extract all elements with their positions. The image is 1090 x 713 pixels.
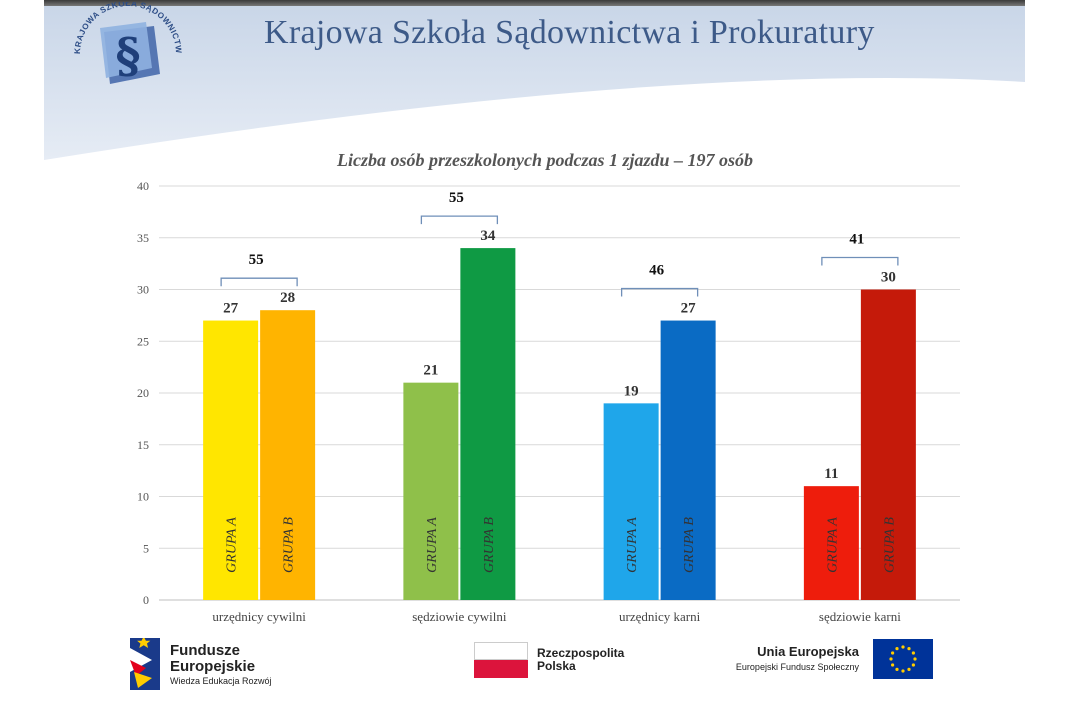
x-tick-label: urzędnicy cywilni: [212, 609, 306, 624]
bar-series-label: GRUPA A: [825, 517, 840, 573]
x-tick-label: sędziowie cywilni: [412, 609, 507, 624]
data-label: 27: [223, 301, 239, 317]
fundusze-europejskie-icon: [130, 638, 160, 690]
footer-logos: Fundusze Europejskie Wiedza Edukacja Roz…: [44, 625, 1025, 713]
ue-line-2: Europejski Fundusz Społeczny: [735, 662, 859, 672]
x-tick-label: urzędnicy karni: [619, 609, 701, 624]
data-label: 27: [681, 301, 697, 317]
rp-line-2: Polska: [537, 659, 576, 673]
bar: [403, 382, 459, 600]
eu-star: [907, 647, 911, 651]
y-tick-label: 15: [137, 438, 149, 452]
kssip-logo: KRAJOWA SZKOŁA SĄDOWNICTWA I PROKURATURY…: [66, 2, 183, 84]
y-tick-label: 30: [137, 283, 149, 297]
bar-series-label: GRUPA B: [882, 517, 897, 573]
group-total-label: 55: [249, 252, 264, 268]
bar: [603, 403, 659, 600]
bar-chart: Liczba osób przeszkolonych podczas 1 zja…: [137, 150, 960, 624]
eu-star: [911, 663, 915, 667]
chart-title: Liczba osób przeszkolonych podczas 1 zja…: [336, 150, 753, 170]
eu-star: [911, 651, 915, 655]
rp-line-1: Rzeczpospolita: [537, 646, 625, 660]
data-label: 21: [423, 363, 438, 379]
eu-star: [913, 657, 917, 661]
eu-star: [891, 663, 895, 667]
x-tick-label: sędziowie karni: [819, 609, 901, 624]
header-band: [44, 6, 1025, 160]
chart-bars: [203, 215, 916, 600]
eu-star: [891, 651, 895, 655]
group-bracket: [821, 256, 899, 266]
bar: [460, 248, 516, 600]
group-bracket: [220, 277, 298, 287]
bar-series-label: GRUPA B: [682, 517, 697, 573]
fe-line-1: Fundusze: [170, 642, 240, 659]
fe-line-2: Europejskie: [170, 658, 256, 675]
y-tick-label: 40: [137, 179, 149, 193]
eu-star: [889, 657, 893, 661]
bar-series-label: GRUPA B: [482, 517, 497, 573]
bar: [660, 320, 716, 600]
data-label: 11: [824, 466, 838, 482]
data-label: 19: [624, 383, 639, 399]
bar: [803, 486, 859, 600]
slide: KRAJOWA SZKOŁA SĄDOWNICTWA I PROKURATURY…: [44, 0, 1025, 713]
bar-series-label: GRUPA A: [625, 517, 640, 573]
group-bracket: [620, 287, 699, 297]
ue-line-1: Unia Europejska: [757, 644, 859, 659]
y-tick-label: 5: [143, 541, 149, 555]
y-tick-label: 20: [137, 386, 149, 400]
y-tick-label: 10: [137, 490, 149, 504]
group-bracket: [420, 215, 499, 225]
window-top-bar: [44, 0, 1025, 6]
group-total-label: 41: [849, 232, 864, 248]
bar-series-label: GRUPA B: [282, 517, 297, 573]
data-label: 28: [280, 290, 295, 306]
fe-line-3: Wiedza Edukacja Rozwój: [170, 676, 272, 686]
bar-series-label: GRUPA A: [425, 517, 440, 573]
eu-star: [901, 669, 905, 673]
y-tick-label: 35: [137, 231, 149, 245]
data-label: 30: [881, 270, 896, 286]
chart-labels: 0 5 10 15 20 25 30 35 40 urzędnicy cywilni 27 GRUPA…: [137, 179, 901, 624]
y-tick-label: 25: [137, 334, 149, 348]
y-tick-label: 0: [143, 593, 149, 607]
eu-star: [907, 667, 911, 671]
data-label: 34: [480, 228, 496, 244]
eu-flag-icon: [873, 639, 933, 679]
group-total-label: 55: [449, 190, 464, 206]
bar: [860, 289, 916, 600]
bar-series-label: GRUPA A: [225, 517, 240, 573]
bar: [260, 310, 316, 600]
bar: [203, 320, 259, 600]
group-total-label: 46: [649, 263, 665, 279]
eu-star: [895, 647, 899, 651]
page-title: Krajowa Szkoła Sądownictwa i Prokuratury: [264, 14, 875, 51]
poland-flag-icon: [474, 642, 528, 678]
eu-star: [895, 667, 899, 671]
eu-star: [901, 645, 905, 649]
paragraph-icon: §: [115, 28, 140, 84]
